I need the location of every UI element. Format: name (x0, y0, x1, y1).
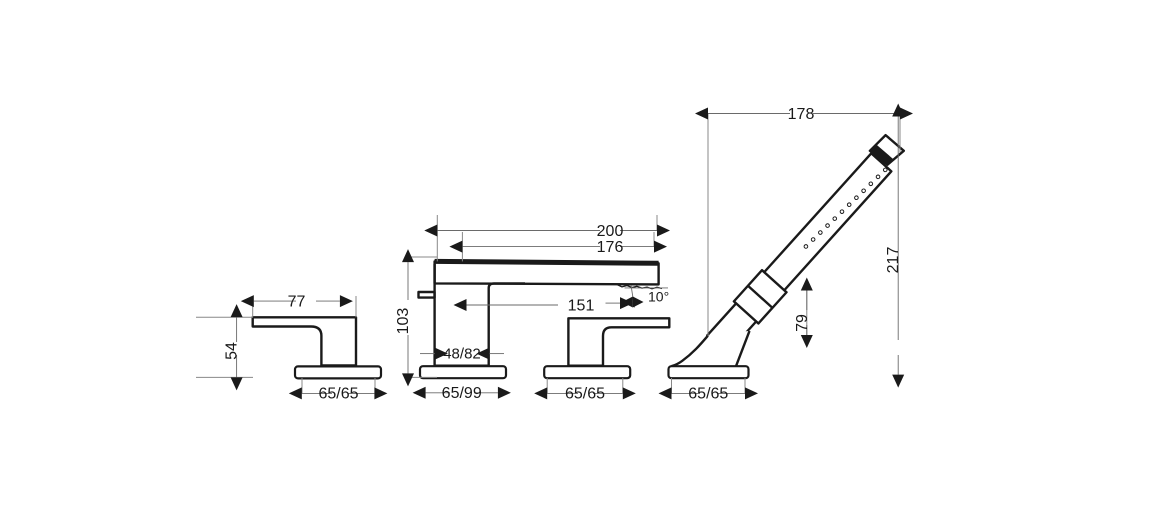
svg-text:54: 54 (224, 342, 241, 360)
svg-text:178: 178 (788, 106, 815, 123)
svg-text:10°: 10° (648, 289, 669, 305)
svg-text:65/65: 65/65 (318, 386, 358, 403)
svg-text:65/65: 65/65 (565, 386, 605, 403)
svg-text:200: 200 (597, 223, 624, 240)
svg-text:77: 77 (288, 294, 306, 311)
svg-text:176: 176 (597, 239, 624, 256)
svg-text:48/82: 48/82 (443, 346, 481, 363)
svg-text:217: 217 (885, 247, 902, 274)
svg-text:65/99: 65/99 (442, 385, 482, 402)
svg-text:151: 151 (568, 298, 595, 315)
svg-text:65/65: 65/65 (688, 386, 728, 403)
svg-text:103: 103 (395, 308, 412, 335)
svg-text:79: 79 (794, 314, 811, 332)
